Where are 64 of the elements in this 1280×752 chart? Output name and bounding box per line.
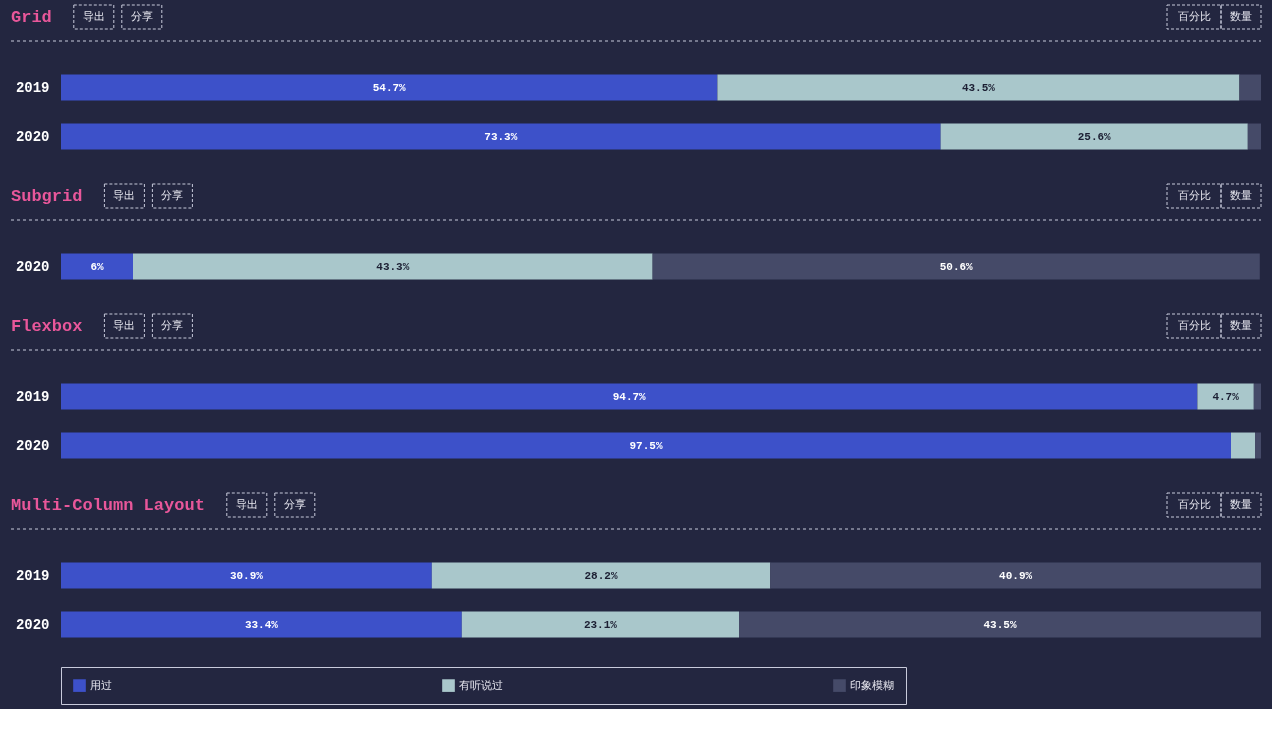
bar: [61, 432, 1231, 459]
text: 分享: [161, 189, 184, 202]
data-label: 33.4%: [244, 618, 279, 631]
bar: [717, 74, 1240, 101]
y-tick-label: 2019: [15, 567, 50, 584]
text: 数量: [1230, 498, 1252, 511]
bar: [61, 562, 432, 589]
legend-label: 有听说过: [459, 678, 503, 692]
text: 分享: [161, 319, 184, 332]
data-label: 43.5%: [983, 618, 1017, 631]
data-label: 40.9%: [999, 569, 1033, 582]
text: 导出: [235, 498, 258, 511]
text: 数量: [1230, 189, 1252, 202]
text: 分享: [283, 498, 306, 511]
bar: [61, 611, 462, 638]
bar: [61, 383, 1198, 410]
chart-title: Subgrid: [11, 187, 83, 206]
data-label: 4.7%: [1212, 390, 1240, 403]
bar: [1253, 383, 1261, 410]
y-tick-label: 2019: [15, 388, 50, 405]
text: 导出: [82, 10, 105, 23]
text: 百分比: [1177, 189, 1211, 202]
y-tick-label: 2020: [15, 128, 50, 145]
text: 分享: [130, 10, 153, 23]
data-label: 43.3%: [376, 260, 410, 273]
text: 数量: [1230, 319, 1252, 332]
bar: [770, 562, 1261, 589]
chart-title: Grid: [11, 8, 52, 27]
data-label: 23.1%: [583, 618, 618, 631]
text: 导出: [113, 319, 136, 332]
data-label: 97.5%: [629, 439, 663, 452]
bar: [1255, 432, 1261, 459]
data-label: 73.3%: [484, 130, 518, 143]
bar: [61, 74, 718, 101]
bar: [1247, 123, 1261, 150]
data-label: 30.9%: [229, 569, 264, 582]
bar: [1231, 432, 1255, 459]
text: 导出: [113, 189, 136, 202]
text: 百分比: [1177, 498, 1211, 511]
bar: [1197, 383, 1254, 410]
text: 百分比: [1177, 10, 1211, 23]
y-tick-label: 2020: [15, 616, 50, 633]
y-tick-label: 2020: [15, 258, 50, 275]
data-label: 43.5%: [961, 81, 996, 94]
y-tick-label: 2019: [15, 79, 50, 96]
bar: [61, 123, 941, 150]
data-label: 94.7%: [612, 390, 647, 403]
bar: [940, 123, 1248, 150]
data-label: 54.7%: [372, 81, 407, 94]
data-label: 28.2%: [584, 569, 618, 582]
text: 数量: [1230, 10, 1252, 23]
y-tick-label: 2020: [15, 437, 50, 454]
bar: [431, 562, 771, 589]
bar: [739, 611, 1261, 638]
data-label: 25.6%: [1077, 130, 1112, 143]
bar: [461, 611, 739, 638]
text: 百分比: [1177, 319, 1211, 332]
legend-label: 印象模糊: [850, 678, 894, 692]
legend-label: 用过: [90, 678, 112, 692]
chart-title: Flexbox: [11, 317, 83, 336]
chart-title: Multi-Column Layout: [11, 496, 205, 515]
bar: [1239, 74, 1261, 101]
data-label: 6%: [90, 260, 104, 273]
data-label: 50.6%: [939, 260, 974, 273]
